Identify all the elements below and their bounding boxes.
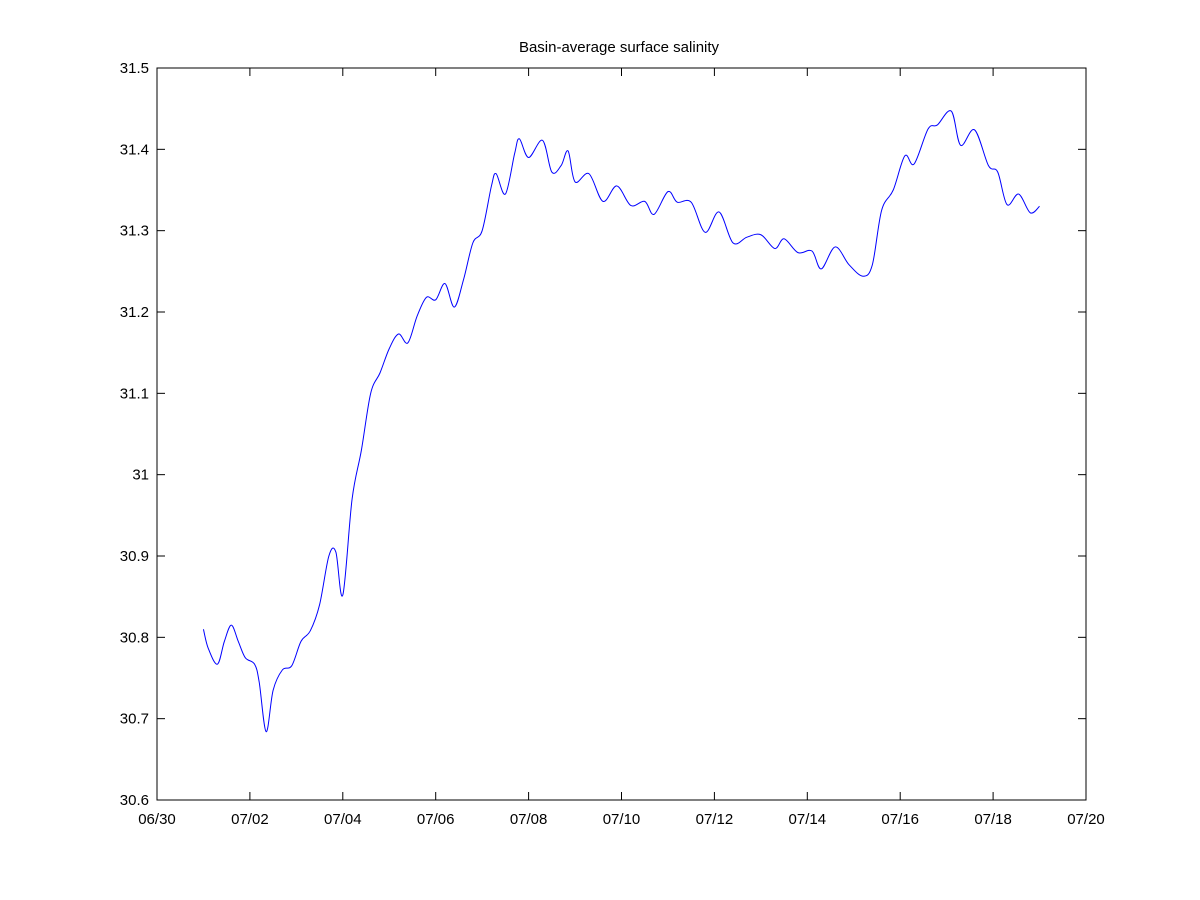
x-tick-label: 07/02 bbox=[231, 811, 269, 828]
chart-title: Basin-average surface salinity bbox=[519, 39, 720, 56]
y-tick-label: 30.6 bbox=[120, 792, 149, 809]
y-tick-label: 31.3 bbox=[120, 223, 149, 240]
x-tick-label: 07/14 bbox=[789, 811, 827, 828]
x-tick-label: 07/04 bbox=[324, 811, 362, 828]
x-tick-label: 06/30 bbox=[138, 811, 176, 828]
y-axis-ticks: 30.6 30.7 30.8 30.9 31 31.1 31.2 31.3 31.4 31.5 bbox=[120, 60, 1086, 809]
salinity-series-line bbox=[202, 110, 1040, 733]
y-tick-label: 31.5 bbox=[120, 60, 149, 77]
y-tick-label: 30.9 bbox=[120, 548, 149, 565]
x-axis-ticks: 06/30 07/02 07/04 07/06 07/08 07/10 07/12 07/14… bbox=[138, 68, 1105, 828]
x-tick-label: 07/20 bbox=[1067, 811, 1105, 828]
y-tick-label: 31.1 bbox=[120, 385, 149, 402]
data-series-layer bbox=[202, 110, 1040, 733]
x-tick-label: 07/12 bbox=[696, 811, 734, 828]
y-tick-label: 31 bbox=[132, 467, 149, 484]
y-tick-label: 30.8 bbox=[120, 629, 149, 646]
x-tick-label: 07/16 bbox=[881, 811, 919, 828]
y-tick-label: 31.4 bbox=[120, 141, 149, 158]
x-tick-label: 07/18 bbox=[974, 811, 1012, 828]
plot-area-frame bbox=[156, 67, 1087, 801]
x-tick-label: 07/10 bbox=[603, 811, 641, 828]
x-tick-label: 07/06 bbox=[417, 811, 455, 828]
x-tick-label: 07/08 bbox=[510, 811, 548, 828]
y-tick-label: 30.7 bbox=[120, 711, 149, 728]
y-tick-label: 31.2 bbox=[120, 304, 149, 321]
